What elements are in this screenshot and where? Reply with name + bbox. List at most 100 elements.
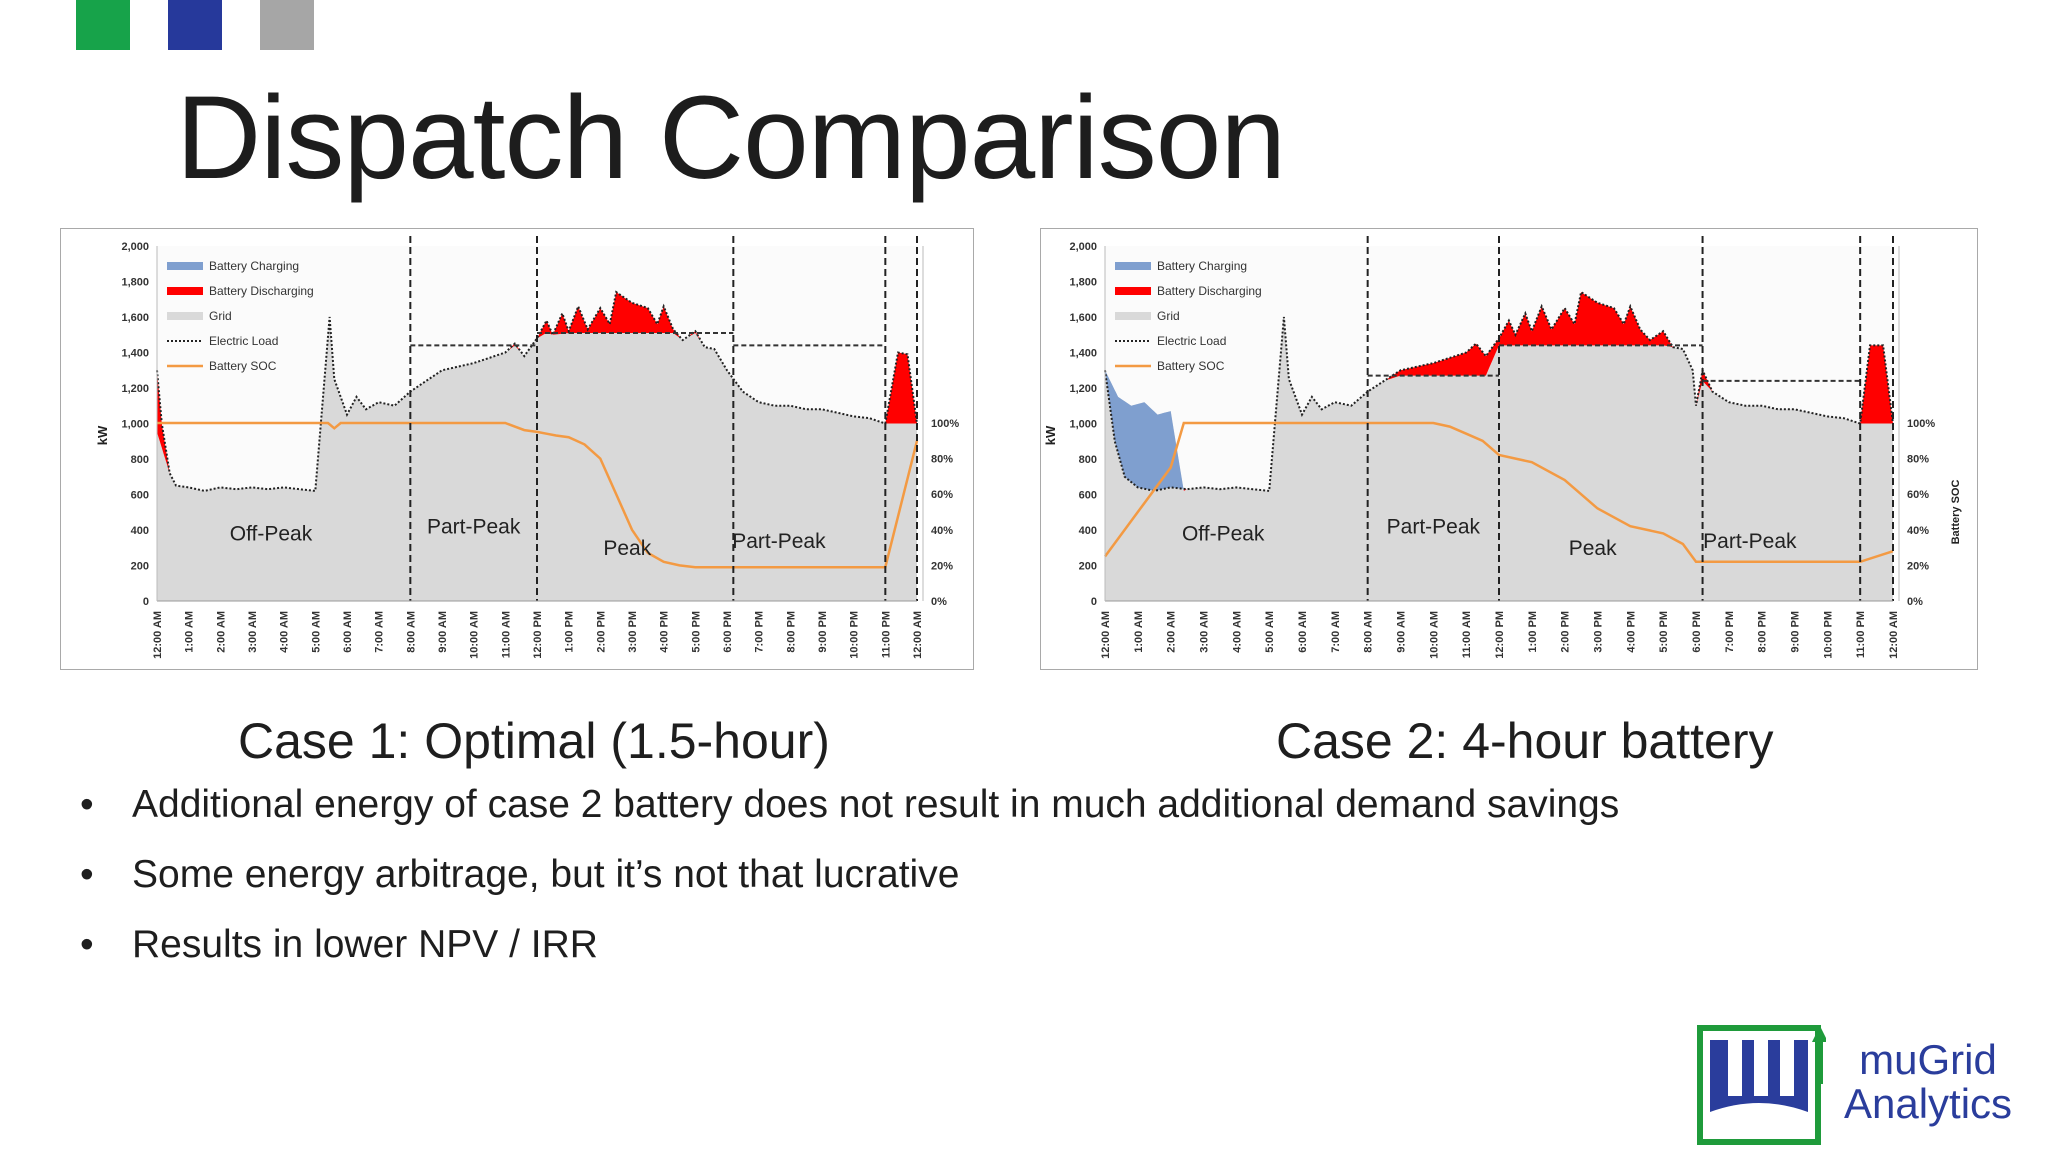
y2-tick-label: 80%	[931, 454, 953, 466]
x-tick-label: 4:00 AM	[1231, 611, 1243, 653]
y-tick-label: 800	[1079, 454, 1097, 466]
y-tick-label: 400	[1079, 525, 1097, 537]
legend-label: Battery Discharging	[1157, 284, 1262, 298]
x-tick-label: 2:00 PM	[1560, 611, 1572, 653]
x-tick-label: 2:00 AM	[215, 611, 227, 653]
y-tick-label: 400	[131, 525, 149, 537]
x-tick-label: 10:00 PM	[849, 611, 861, 659]
y2-tick-label: 100%	[1907, 418, 1935, 430]
accent-square-gray	[260, 0, 314, 50]
x-tick-label: 12:00 AM	[912, 611, 924, 659]
x-tick-label: 8:00 AM	[405, 611, 417, 653]
legend-label: Battery Discharging	[209, 284, 314, 298]
x-tick-label: 10:00 AM	[1428, 611, 1440, 659]
y2-tick-label: 60%	[1907, 489, 1929, 501]
period-label: Part-Peak	[1703, 530, 1797, 553]
y-tick-label: 800	[131, 454, 149, 466]
logo-line-1: muGrid	[1859, 1036, 1997, 1083]
x-tick-label: 1:00 PM	[1527, 611, 1539, 653]
x-tick-label: 2:00 AM	[1166, 611, 1178, 653]
y-tick-label: 0	[1091, 596, 1097, 608]
x-tick-label: 6:00 PM	[1691, 611, 1703, 653]
bullet-item: • Additional energy of case 2 battery doe…	[80, 782, 1619, 829]
y-tick-label: 1,400	[1069, 348, 1097, 360]
y-tick-label: 1,000	[1069, 419, 1097, 431]
y-tick-label: 1,800	[121, 277, 149, 289]
y-axis-title: kW	[95, 425, 110, 445]
legend-swatch	[1115, 262, 1151, 270]
electric-load-line	[156, 290, 918, 493]
y-tick-label: 1,800	[1069, 277, 1097, 289]
x-tick-label: 2:00 PM	[595, 611, 607, 653]
battery-soc-line	[157, 421, 919, 569]
bullet-glyph: •	[80, 852, 94, 896]
legend-label: Battery Charging	[209, 259, 299, 273]
battery-soc-line	[1103, 421, 1894, 564]
accent-square-blue	[168, 0, 222, 50]
x-tick-label: 11:00 AM	[500, 611, 512, 658]
slide-title: Dispatch Comparison	[176, 72, 1286, 204]
x-tick-label: 4:00 PM	[659, 611, 671, 653]
x-tick-label: 9:00 AM	[437, 611, 449, 653]
x-tick-label: 4:00 AM	[279, 611, 291, 653]
x-tick-label: 3:00 AM	[247, 611, 259, 653]
y-tick-label: 200	[131, 561, 149, 573]
accent-square-green	[76, 0, 130, 50]
bullet-glyph: •	[80, 783, 94, 826]
x-tick-label: 7:00 PM	[754, 611, 766, 653]
chart-case-1: Off-Peak Part-Peak Peak Part-Peak 2,000 1,800…	[60, 228, 975, 670]
mugrid-logo-mark-icon	[1697, 1025, 1828, 1145]
y2-tick-label: 20%	[1907, 560, 1929, 572]
x-tick-label: 9:00 PM	[1790, 611, 1802, 653]
bullet-item: • Some energy arbitrage, but it’s not tha…	[80, 852, 1619, 899]
x-tick-label: 11:00 PM	[880, 611, 892, 658]
y-tick-label: 1,200	[1069, 383, 1097, 395]
period-label: Off-Peak	[230, 523, 313, 546]
x-tick-label: 5:00 PM	[690, 611, 702, 653]
y2-tick-label: 0%	[931, 596, 947, 608]
y-tick-label: 1,400	[121, 348, 149, 360]
legend-label: Grid	[1157, 309, 1180, 323]
bullet-text: Additional energy of case 2 battery does…	[132, 783, 1620, 826]
x-tick-label: 6:00 PM	[722, 611, 734, 653]
y2-tick-label: 40%	[931, 525, 953, 537]
x-tick-label: 12:00 PM	[532, 611, 544, 659]
chart-case-2-svg: Off-Peak Part-Peak Peak Part-Peak 2,000 1,800…	[1043, 236, 1962, 659]
y2-tick-label: 100%	[931, 418, 959, 430]
x-tick-label: 8:00 AM	[1363, 611, 1375, 653]
period-label: Peak	[1569, 537, 1617, 560]
y-axis-title: kW	[1043, 425, 1058, 445]
legend-label: Battery SOC	[209, 359, 277, 373]
y2-axis-title: Battery SOC	[974, 480, 975, 545]
y-tick-label: 1,200	[121, 383, 149, 395]
period-label: Off-Peak	[1182, 523, 1265, 546]
x-tick-label: 8:00 PM	[1757, 611, 1769, 653]
bullet-text: Some energy arbitrage, but it’s not that…	[132, 852, 960, 896]
x-tick-label: 1:00 AM	[184, 611, 196, 653]
x-tick-label: 8:00 PM	[785, 611, 797, 653]
x-tick-label: 9:00 PM	[817, 611, 829, 653]
y-tick-label: 1,000	[121, 419, 149, 431]
electric-load-line	[1104, 290, 1894, 492]
x-tick-label: 1:00 PM	[564, 611, 576, 653]
x-tick-label: 5:00 AM	[310, 611, 322, 653]
legend-label: Electric Load	[209, 334, 278, 348]
battery-discharging-area	[1183, 292, 1893, 491]
legend-label: Electric Load	[1157, 334, 1226, 348]
x-tick-label: 10:00 AM	[469, 611, 481, 659]
x-tick-label: 7:00 PM	[1724, 611, 1736, 653]
x-tick-label: 7:00 AM	[374, 611, 386, 653]
chart-case-2: Off-Peak Part-Peak Peak Part-Peak 2,000 1,800…	[1040, 228, 1978, 670]
period-label: Peak	[603, 537, 651, 560]
y-tick-label: 1,600	[121, 312, 149, 324]
period-label: Part-Peak	[732, 530, 826, 553]
x-tick-label: 11:00 PM	[1855, 611, 1867, 658]
logo-wordmark: muGrid Analytics	[1844, 1038, 2012, 1126]
x-tick-label: 12:00 AM	[152, 611, 164, 659]
x-tick-label: 6:00 AM	[342, 611, 354, 653]
bullet-list: • Additional energy of case 2 battery doe…	[80, 782, 1619, 991]
y-tick-label: 600	[131, 490, 149, 502]
x-tick-label: 10:00 PM	[1822, 611, 1834, 659]
y2-tick-label: 60%	[931, 489, 953, 501]
x-tick-label: 3:00 PM	[1593, 611, 1605, 653]
